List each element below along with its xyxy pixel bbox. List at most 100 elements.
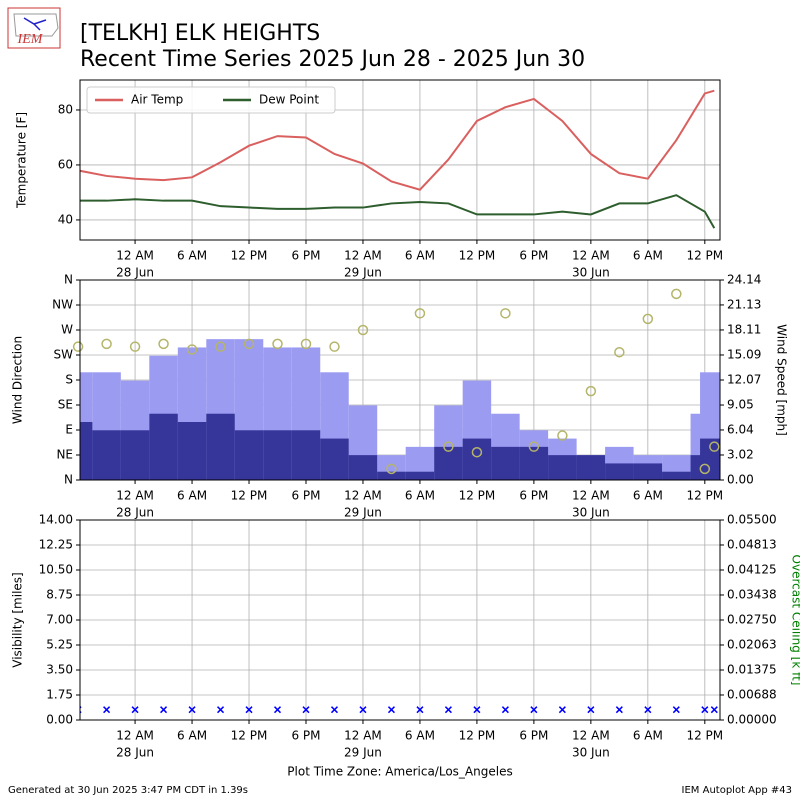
legend-label: Dew Point (259, 93, 319, 107)
x-tick-label: 6 PM (291, 729, 320, 743)
marker (644, 706, 652, 714)
x-tick-label: 12 PM (686, 249, 723, 263)
x-tick-date: 30 Jun (572, 266, 610, 280)
y-tick-label: N (64, 273, 73, 287)
x-tick-label: 12 PM (459, 729, 496, 743)
bar (491, 446, 520, 480)
y-tick-label: 60 (58, 157, 73, 171)
y2-tick-label: 0.00 (727, 473, 754, 487)
logo-frame (7, 7, 61, 49)
marker (272, 338, 283, 350)
x-tick-date: 28 Jun (116, 746, 154, 760)
panel: 12 AM 28 Jun 6 AM 12 PM 6 PM 12 AM 29 Jun 6 AM 1… (11, 273, 789, 520)
logo: IEM (7, 7, 61, 49)
x-tick-label: 6 AM (405, 729, 435, 743)
bar (80, 422, 93, 480)
x-tick-label: 12 PM (459, 249, 496, 263)
marker (528, 441, 540, 452)
y-tick-label: 1.75 (46, 688, 73, 702)
marker (557, 430, 568, 441)
marker (188, 706, 196, 714)
x-tick-date: 28 Jun (116, 506, 154, 520)
bar (633, 463, 663, 480)
bar (177, 422, 207, 480)
bar (605, 463, 634, 480)
marker (357, 324, 369, 336)
marker (501, 706, 509, 714)
marker (273, 706, 282, 714)
legend: Air Temp Dew Point (86, 86, 336, 114)
bar (348, 455, 378, 480)
x-tick-date: 28 Jun (116, 266, 154, 280)
y-tick-label: 10.50 (39, 563, 73, 577)
marker (585, 385, 597, 397)
x-tick-label: 6 AM (405, 249, 435, 263)
bar (263, 430, 292, 480)
x-tick-label: 12 AM (116, 489, 154, 503)
panel: 12 AM 28 Jun 6 AM 12 PM 6 PM 12 AM 29 Jun 6 AM 1… (15, 79, 723, 280)
y-tick-label: SE (58, 398, 73, 412)
y-tick-label: 8.75 (46, 588, 73, 602)
y-tick-label: NW (52, 298, 73, 312)
x-tick-label: 12 PM (459, 489, 496, 503)
x-tick-label: 12 PM (686, 489, 723, 503)
y2-tick-label: 0.04125 (727, 563, 777, 577)
x-tick-label: 12 AM (116, 729, 154, 743)
x-tick-date: 29 Jun (344, 266, 382, 280)
marker (300, 338, 312, 350)
x-tick-date: 29 Jun (344, 506, 382, 520)
y-tick-label: 80 (58, 102, 73, 116)
marker (329, 341, 340, 352)
x-tick-label: 6 AM (633, 489, 663, 503)
marker (186, 344, 198, 355)
x-tick-label: 6 PM (291, 489, 320, 503)
y2-tick-label: 0.00688 (727, 687, 777, 701)
y-axis-label: Wind Direction (11, 336, 25, 424)
y-tick-label: 14.00 (39, 513, 73, 527)
y-tick-label: SW (54, 348, 74, 362)
marker (672, 706, 680, 714)
bar (206, 413, 235, 480)
y-tick-label: NE (56, 448, 73, 462)
marker (387, 706, 395, 714)
x-tick-label: 6 PM (519, 489, 548, 503)
x-tick-label: 12 AM (572, 249, 610, 263)
plot-area (80, 80, 720, 240)
y2-tick-label: 9.05 (727, 398, 754, 412)
logo-text: IEM (17, 32, 44, 47)
y2-tick-label: 0.02063 (727, 637, 777, 651)
line-series (80, 89, 715, 191)
bar (576, 455, 606, 480)
plot-frame (79, 279, 721, 481)
bar (377, 471, 406, 480)
y2-tick-label: 12.07 (727, 373, 761, 387)
x-tick-label: 12 PM (686, 729, 723, 743)
y-tick-label: 7.00 (46, 613, 73, 627)
x-tick-label: 6 AM (177, 249, 207, 263)
marker (701, 706, 709, 714)
y-tick-label: 0.00 (46, 713, 73, 727)
x-tick-label: 12 PM (231, 489, 268, 503)
y-tick-label: W (61, 323, 73, 337)
bar (320, 438, 349, 480)
marker (473, 706, 481, 714)
x-tick-label: 6 PM (519, 249, 548, 263)
panel: 12 AM 28 Jun 6 AM 12 PM 6 PM 12 AM 29 Jun 6 AM 1… (11, 513, 800, 779)
x-tick-label: 12 PM (231, 729, 268, 743)
plot-frame (79, 519, 721, 721)
marker (386, 463, 397, 475)
marker (72, 341, 84, 352)
y-axis-label: Temperature [F] (15, 112, 29, 209)
footer-right: IEM Autoplot App #43 (682, 785, 792, 796)
chart-title: [TELKH] ELK HEIGHTS (80, 21, 320, 46)
x-tick-label: 12 AM (344, 249, 382, 263)
marker (101, 338, 112, 350)
bar (92, 430, 121, 480)
y2-tick-label: 0.04813 (727, 537, 777, 551)
plot-frame (79, 79, 721, 241)
marker (158, 338, 169, 350)
marker (243, 338, 255, 350)
legend-label: Air Temp (131, 93, 183, 107)
marker (302, 706, 310, 714)
